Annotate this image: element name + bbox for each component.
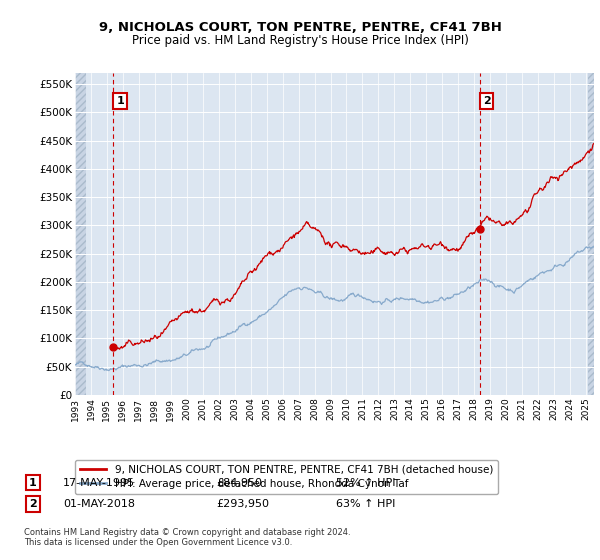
Text: 2: 2 bbox=[482, 96, 490, 106]
Text: 01-MAY-2018: 01-MAY-2018 bbox=[63, 499, 135, 509]
Bar bbox=[75, 73, 86, 395]
Text: 9, NICHOLAS COURT, TON PENTRE, PENTRE, CF41 7BH: 9, NICHOLAS COURT, TON PENTRE, PENTRE, C… bbox=[98, 21, 502, 34]
Text: 2: 2 bbox=[29, 499, 37, 509]
Text: Contains HM Land Registry data © Crown copyright and database right 2024.
This d: Contains HM Land Registry data © Crown c… bbox=[24, 528, 350, 547]
Text: Price paid vs. HM Land Registry's House Price Index (HPI): Price paid vs. HM Land Registry's House … bbox=[131, 34, 469, 46]
Bar bbox=[587, 73, 594, 395]
Legend: 9, NICHOLAS COURT, TON PENTRE, PENTRE, CF41 7BH (detached house), HPI: Average p: 9, NICHOLAS COURT, TON PENTRE, PENTRE, C… bbox=[75, 460, 498, 494]
Bar bbox=[587, 73, 594, 395]
Text: 17-MAY-1995: 17-MAY-1995 bbox=[63, 478, 135, 488]
Text: £84,950: £84,950 bbox=[216, 478, 262, 488]
Text: 1: 1 bbox=[116, 96, 124, 106]
Text: 52% ↑ HPI: 52% ↑ HPI bbox=[336, 478, 395, 488]
Text: £293,950: £293,950 bbox=[216, 499, 269, 509]
Bar bbox=[75, 73, 86, 395]
Text: 1: 1 bbox=[29, 478, 37, 488]
Text: 63% ↑ HPI: 63% ↑ HPI bbox=[336, 499, 395, 509]
